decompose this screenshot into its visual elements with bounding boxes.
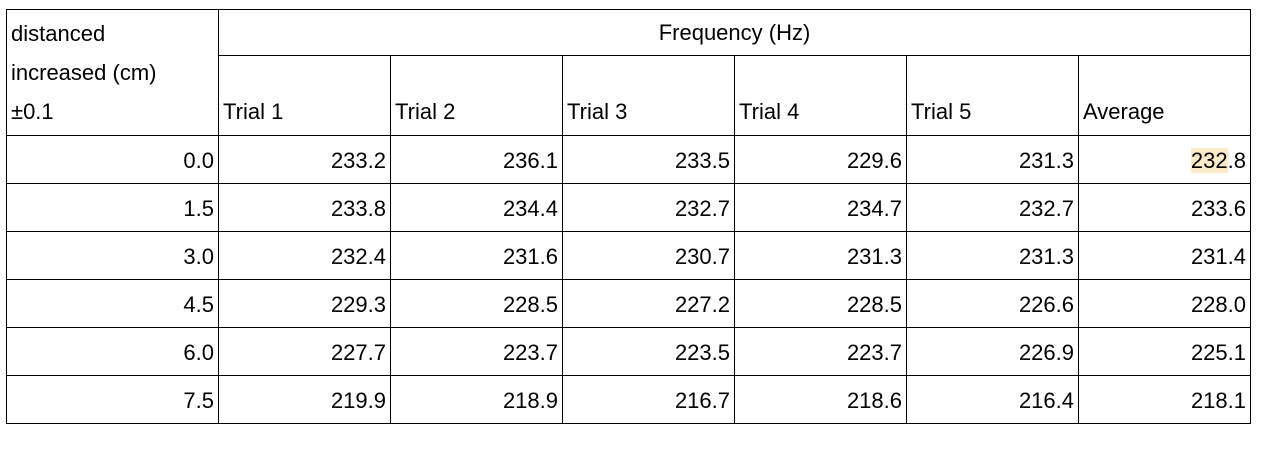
column-header-trial-1[interactable]: Trial 1 xyxy=(218,55,391,136)
average-cell[interactable]: 228.0 xyxy=(1078,279,1251,328)
trial-5-cell[interactable]: 216.4 xyxy=(906,375,1079,424)
frequency-data-table: distanced increased (cm) ±0.1 Frequency … xyxy=(6,9,1251,424)
distance-column-header[interactable]: distanced increased (cm) ±0.1 xyxy=(6,9,219,136)
trial-1-cell[interactable]: 233.8 xyxy=(218,183,391,232)
trial-4-cell[interactable]: 234.7 xyxy=(734,183,907,232)
trial-2-cell[interactable]: 236.1 xyxy=(390,135,563,184)
trial-2-cell[interactable]: 228.5 xyxy=(390,279,563,328)
trial-3-cell[interactable]: 230.7 xyxy=(562,231,735,280)
trial-1-cell[interactable]: 233.2 xyxy=(218,135,391,184)
trial-5-cell[interactable]: 226.9 xyxy=(906,327,1079,376)
table-row: 6.0 227.7 223.7 223.5 223.7 226.9 225.1 xyxy=(6,327,1251,376)
table-row: 0.0 233.2 236.1 233.5 229.6 231.3 232.8 xyxy=(6,135,1251,184)
table-row: 1.5 233.8 234.4 232.7 234.7 232.7 233.6 xyxy=(6,183,1251,232)
trial-2-cell[interactable]: 231.6 xyxy=(390,231,563,280)
distance-header-line-3: ±0.1 xyxy=(11,99,54,124)
distance-cell[interactable]: 1.5 xyxy=(6,183,219,232)
trial-1-cell[interactable]: 219.9 xyxy=(218,375,391,424)
average-cell[interactable]: 218.1 xyxy=(1078,375,1251,424)
trial-4-cell[interactable]: 229.6 xyxy=(734,135,907,184)
trial-3-cell[interactable]: 227.2 xyxy=(562,279,735,328)
distance-cell[interactable]: 0.0 xyxy=(6,135,219,184)
distance-cell[interactable]: 6.0 xyxy=(6,327,219,376)
trial-1-cell[interactable]: 229.3 xyxy=(218,279,391,328)
trial-1-cell[interactable]: 227.7 xyxy=(218,327,391,376)
average-cell[interactable]: 233.6 xyxy=(1078,183,1251,232)
column-header-trial-2[interactable]: Trial 2 xyxy=(390,55,563,136)
average-cell-remainder: .8 xyxy=(1227,148,1246,173)
column-header-trial-4[interactable]: Trial 4 xyxy=(734,55,907,136)
trial-1-cell[interactable]: 232.4 xyxy=(218,231,391,280)
trial-5-cell[interactable]: 226.6 xyxy=(906,279,1079,328)
trial-5-cell[interactable]: 231.3 xyxy=(906,231,1079,280)
frequency-group-header[interactable]: Frequency (Hz) xyxy=(218,9,1251,56)
table-row: 4.5 229.3 228.5 227.2 228.5 226.6 228.0 xyxy=(6,279,1251,328)
distance-header-line-1: distanced xyxy=(11,21,106,46)
trial-5-cell[interactable]: 231.3 xyxy=(906,135,1079,184)
distance-cell[interactable]: 4.5 xyxy=(6,279,219,328)
column-header-trial-3[interactable]: Trial 3 xyxy=(562,55,735,136)
trial-5-cell[interactable]: 232.7 xyxy=(906,183,1079,232)
trial-4-cell[interactable]: 223.7 xyxy=(734,327,907,376)
column-header-trial-5[interactable]: Trial 5 xyxy=(906,55,1079,136)
trial-3-cell[interactable]: 223.5 xyxy=(562,327,735,376)
trial-4-cell[interactable]: 228.5 xyxy=(734,279,907,328)
trial-2-cell[interactable]: 234.4 xyxy=(390,183,563,232)
table-row: 3.0 232.4 231.6 230.7 231.3 231.3 231.4 xyxy=(6,231,1251,280)
average-cell[interactable]: 225.1 xyxy=(1078,327,1251,376)
trial-4-cell[interactable]: 218.6 xyxy=(734,375,907,424)
average-cell[interactable]: 231.4 xyxy=(1078,231,1251,280)
trial-3-cell[interactable]: 216.7 xyxy=(562,375,735,424)
header-row-top: distanced increased (cm) ±0.1 Frequency … xyxy=(6,9,1251,136)
distance-cell[interactable]: 3.0 xyxy=(6,231,219,280)
trial-3-cell[interactable]: 232.7 xyxy=(562,183,735,232)
trial-4-cell[interactable]: 231.3 xyxy=(734,231,907,280)
trial-2-cell[interactable]: 223.7 xyxy=(390,327,563,376)
trial-2-cell[interactable]: 218.9 xyxy=(390,375,563,424)
average-cell[interactable]: 232.8 xyxy=(1078,135,1251,184)
distance-cell[interactable]: 7.5 xyxy=(6,375,219,424)
selected-text-highlight: 232 xyxy=(1190,148,1228,173)
table-row: 7.5 219.9 218.9 216.7 218.6 216.4 218.1 xyxy=(6,375,1251,424)
distance-header-line-2: increased (cm) xyxy=(11,60,157,85)
trial-3-cell[interactable]: 233.5 xyxy=(562,135,735,184)
column-header-average[interactable]: Average xyxy=(1078,55,1251,136)
